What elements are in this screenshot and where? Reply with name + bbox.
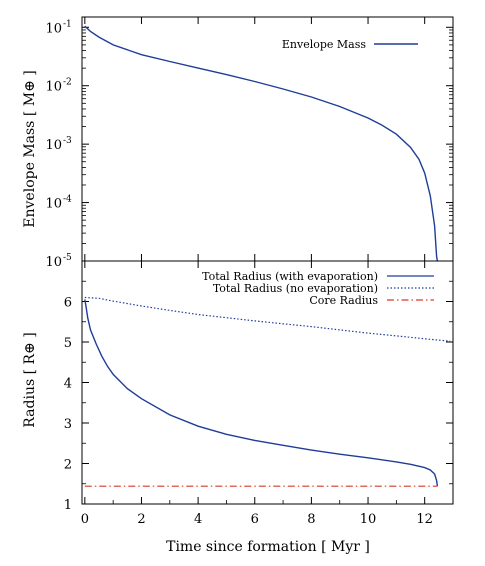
- radius-no-evaporation-line: [84, 296, 451, 342]
- top-y-tick-exponent: -2: [63, 78, 72, 88]
- x-tick-label: 8: [307, 512, 315, 527]
- bottom-y-axis-title: Radius [ R⊕ ]: [22, 332, 38, 427]
- bottom-y-tick-label: 2: [64, 458, 72, 473]
- top-y-tick-label: 10: [45, 255, 62, 270]
- bottom-y-tick-label: 3: [64, 417, 72, 432]
- bottom-y-tick-label: 4: [64, 377, 72, 392]
- radius-with-evaporation-line: [84, 299, 439, 487]
- top-y-tick-exponent: -3: [63, 136, 72, 146]
- bottom-legend-label: Total Radius (no evaporation): [213, 282, 378, 295]
- x-tick-label: 10: [360, 512, 377, 527]
- bottom-legend-label: Total Radius (with evaporation): [202, 270, 378, 283]
- top-y-tick-label: 10: [45, 138, 62, 153]
- x-tick-label: 2: [137, 512, 145, 527]
- x-axis-title: Time since formation [ Myr ]: [166, 539, 370, 555]
- top-y-axis-title: Envelope Mass [ M⊕ ]: [22, 70, 38, 227]
- bottom-plot-frame: [81, 260, 454, 505]
- top-y-tick-exponent: -5: [63, 253, 72, 263]
- top-y-tick-label: 10: [45, 80, 62, 95]
- x-tick-label: 6: [251, 512, 259, 527]
- bottom-y-tick-label: 6: [64, 296, 72, 311]
- top-y-tick-exponent: -1: [63, 19, 72, 29]
- top-y-tick-exponent: -4: [63, 195, 72, 205]
- x-tick-label: 4: [194, 512, 202, 527]
- envelope-mass-line: [84, 25, 439, 262]
- bottom-y-tick-label: 5: [64, 336, 72, 351]
- top-y-tick-label: 10: [45, 21, 62, 36]
- x-tick-label: 0: [81, 512, 89, 527]
- bottom-y-tick-label: 1: [64, 498, 72, 513]
- top-y-tick-label: 10: [45, 197, 62, 212]
- top-legend-label: Envelope Mass: [282, 38, 366, 51]
- x-tick-label: 12: [416, 512, 433, 527]
- bottom-legend-label: Core Radius: [309, 294, 378, 307]
